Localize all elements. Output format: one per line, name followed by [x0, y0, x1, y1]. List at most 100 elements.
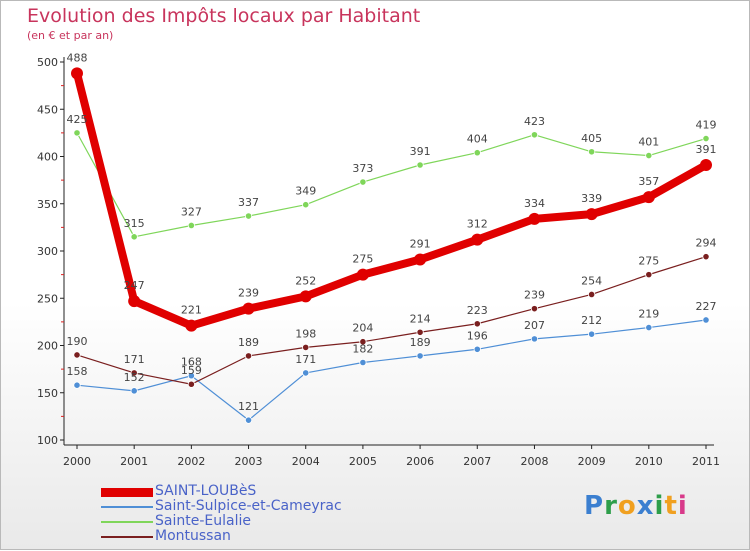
data-point — [302, 343, 310, 351]
logo-letter: r — [604, 491, 618, 521]
data-point — [299, 290, 312, 303]
data-label: 190 — [67, 335, 88, 348]
data-point — [356, 268, 369, 281]
data-label: 419 — [696, 119, 717, 132]
logo-letter: i — [677, 491, 688, 521]
y-tick-label: 500 — [37, 56, 58, 69]
data-label: 182 — [352, 343, 373, 356]
series-line-2 — [76, 132, 707, 238]
data-point — [642, 191, 655, 204]
data-point — [588, 148, 596, 156]
legend-label: Saint-Sulpice-et-Cameyrac — [155, 498, 342, 514]
data-point — [416, 328, 424, 336]
data-label: 488 — [67, 51, 88, 64]
x-tick-label: 2003 — [235, 455, 263, 468]
y-tick-label: 400 — [37, 151, 58, 164]
data-point — [71, 67, 83, 80]
data-label: 223 — [467, 304, 488, 317]
logo-letter: i — [654, 491, 665, 521]
data-label: 207 — [524, 319, 545, 332]
data-label: 391 — [410, 145, 431, 158]
x-tick-label: 2010 — [635, 455, 663, 468]
data-label: 189 — [410, 336, 431, 349]
data-label: 425 — [67, 113, 88, 126]
logo-letter: t — [664, 491, 678, 521]
y-tick-label: 250 — [37, 292, 58, 305]
data-point — [130, 387, 138, 395]
data-label: 401 — [638, 136, 659, 149]
data-label: 171 — [124, 353, 145, 366]
data-point — [645, 271, 653, 279]
x-tick-label: 2009 — [578, 455, 606, 468]
data-label: 312 — [467, 218, 488, 231]
data-point — [359, 358, 367, 367]
data-label: 327 — [181, 205, 202, 218]
legend-swatch — [101, 506, 153, 508]
data-label: 247 — [124, 279, 145, 292]
legend-label: SAINT-LOUBèS — [155, 483, 257, 499]
logo-letter: P — [584, 491, 605, 521]
data-point — [530, 305, 539, 313]
data-point — [187, 372, 195, 380]
x-tick-label: 2001 — [120, 455, 148, 468]
data-label: 239 — [238, 287, 259, 300]
data-label: 339 — [581, 192, 602, 205]
proxiti-logo: Proxiti — [584, 491, 688, 521]
data-point — [244, 416, 253, 424]
series-line-0 — [73, 69, 710, 330]
series-line-1 — [76, 319, 707, 421]
legend-label: Montussan — [155, 528, 231, 544]
y-tick-label: 300 — [37, 245, 58, 258]
data-label: 121 — [238, 400, 259, 413]
data-point — [416, 352, 424, 360]
data-point — [302, 369, 310, 377]
data-point — [359, 338, 367, 346]
x-tick-label: 2005 — [349, 455, 377, 468]
data-label: 334 — [524, 197, 545, 210]
data-point — [700, 159, 712, 172]
data-label: 357 — [638, 175, 659, 188]
x-tick-label: 2006 — [406, 455, 434, 468]
data-label: 219 — [638, 308, 659, 321]
data-label: 349 — [295, 185, 316, 198]
x-tick-label: 2007 — [463, 455, 491, 468]
data-point — [528, 212, 541, 225]
data-label: 405 — [581, 132, 602, 145]
data-point — [645, 323, 653, 332]
data-point — [702, 134, 710, 143]
data-label: 275 — [352, 253, 373, 266]
data-label: 171 — [295, 353, 316, 366]
data-label: 404 — [467, 133, 488, 146]
data-label: 423 — [524, 115, 545, 128]
data-point — [130, 369, 138, 377]
data-point — [530, 131, 539, 139]
data-point — [73, 381, 81, 389]
data-label: 189 — [238, 336, 259, 349]
data-label: 275 — [638, 255, 659, 268]
data-label: 168 — [181, 356, 202, 369]
data-label: 204 — [352, 322, 373, 335]
legend-label: Sainte-Eulalie — [155, 513, 251, 529]
data-point — [187, 221, 195, 230]
data-point — [414, 253, 427, 266]
x-tick-label: 2002 — [177, 455, 205, 468]
data-label: 373 — [352, 162, 373, 175]
x-tick-label: 2004 — [292, 455, 320, 468]
data-label: 391 — [696, 143, 717, 156]
data-label: 254 — [581, 274, 602, 287]
data-point — [588, 290, 596, 299]
y-tick-label: 100 — [37, 434, 58, 447]
data-point — [416, 161, 424, 169]
data-point — [73, 351, 81, 359]
data-label: 239 — [524, 289, 545, 302]
chart-title: Evolution des Impôts locaux par Habitant — [27, 5, 421, 27]
logo-letter: x — [636, 491, 655, 521]
data-label: 291 — [410, 238, 431, 251]
y-tick-label: 200 — [37, 340, 58, 353]
data-label: 294 — [696, 237, 717, 250]
data-point — [585, 208, 598, 221]
x-tick-label: 2008 — [520, 455, 548, 468]
legend-swatch — [101, 487, 153, 497]
